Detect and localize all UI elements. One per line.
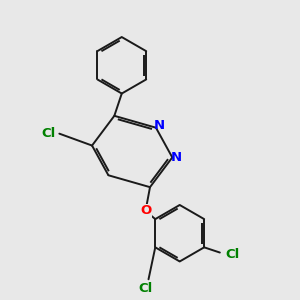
Text: N: N: [171, 151, 182, 164]
Text: Cl: Cl: [41, 127, 56, 140]
Text: Cl: Cl: [225, 248, 239, 260]
Text: N: N: [154, 119, 165, 132]
Text: Cl: Cl: [138, 282, 153, 295]
Text: O: O: [140, 204, 151, 218]
